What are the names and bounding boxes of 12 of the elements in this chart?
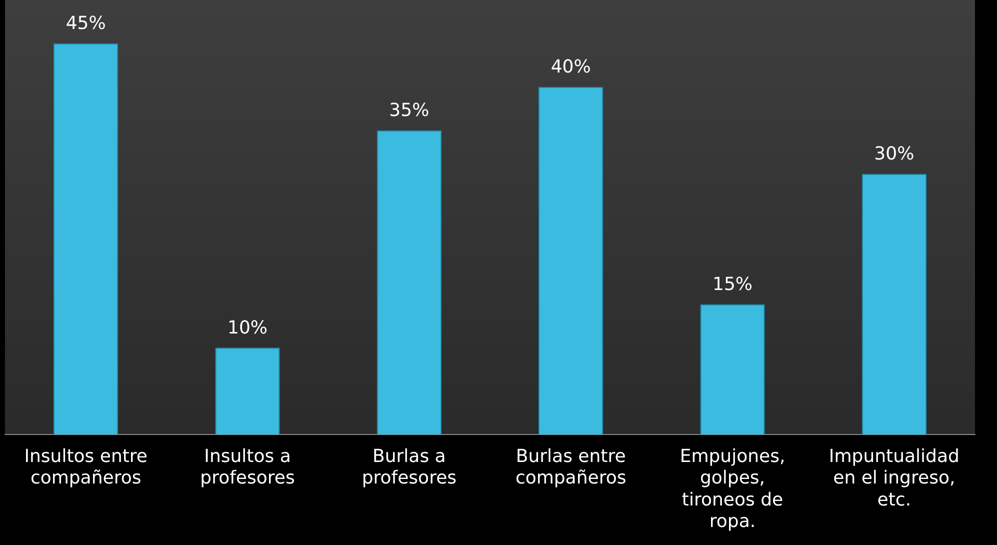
x-tick-label: Insultos a profesores <box>200 446 295 489</box>
data-label: 30% <box>874 144 914 165</box>
x-tick-label: Impuntualidad en el ingreso, etc. <box>828 446 960 510</box>
x-tick-label: Burlas a profesores <box>362 446 457 489</box>
x-tick-label: Insultos entre compañeros <box>24 446 148 489</box>
data-label: 45% <box>66 13 106 34</box>
x-tick-label: Empujones, golpes, tironeos de ropa. <box>680 446 786 532</box>
x-tick-label: Burlas entre compañeros <box>515 446 626 489</box>
data-label: 10% <box>227 317 268 338</box>
data-label: 40% <box>550 56 591 78</box>
data-label: 35% <box>389 100 430 122</box>
data-label: 15% <box>712 274 753 295</box>
